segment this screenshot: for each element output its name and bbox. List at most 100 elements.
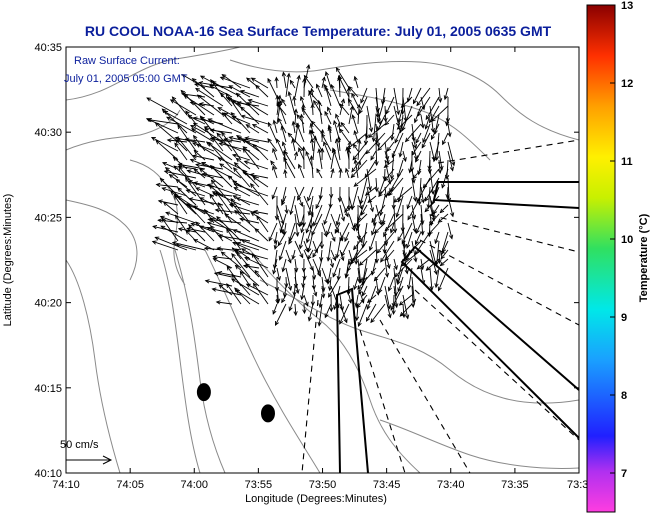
current-vector-head <box>378 288 383 294</box>
current-vector-head <box>159 177 165 183</box>
current-vector-head <box>217 107 223 112</box>
current-vector-head <box>240 248 246 253</box>
current-vector-head <box>235 135 241 140</box>
current-vector <box>413 87 422 104</box>
current-vector <box>202 173 224 179</box>
current-vector <box>216 216 242 242</box>
current-vector <box>411 285 414 307</box>
current-vector-head <box>439 165 444 171</box>
y-axis-label: Latitude (Degrees:Minutes) <box>2 194 14 327</box>
current-vector-head <box>155 139 161 145</box>
current-vector-head <box>357 139 362 144</box>
current-vector-head <box>386 191 392 196</box>
current-vector <box>394 123 404 143</box>
current-vector <box>212 137 242 152</box>
current-vector-head <box>313 221 318 227</box>
current-vector <box>330 168 334 179</box>
current-vector <box>163 201 179 215</box>
current-vector-head <box>450 212 455 218</box>
current-vector-head <box>360 210 365 216</box>
current-vector-head <box>210 225 215 230</box>
current-vector-head <box>390 305 395 311</box>
current-vector-head <box>340 98 346 104</box>
current-vector <box>220 92 233 107</box>
contour-inland <box>65 259 121 474</box>
current-vector <box>155 122 179 143</box>
current-vector-head <box>283 150 289 156</box>
current-vector <box>186 203 206 224</box>
current-vector <box>378 177 395 197</box>
current-vector-head <box>163 110 169 115</box>
current-vector-head <box>235 197 241 202</box>
current-vector-head <box>329 307 334 313</box>
current-vector-head <box>217 157 223 162</box>
current-vector <box>420 267 425 285</box>
current-vector-head <box>162 162 167 166</box>
current-vector <box>442 240 449 253</box>
current-vector-head <box>391 310 396 316</box>
current-vector-head <box>347 98 352 104</box>
current-vector <box>366 303 377 322</box>
current-vector-head <box>440 254 445 260</box>
y-axis: 40:10 40:15 40:20 40:25 40:30 40:35 <box>34 42 579 480</box>
current-vector <box>275 303 287 326</box>
current-vector <box>431 123 440 140</box>
current-vector <box>357 258 362 283</box>
current-vector-head <box>309 212 314 218</box>
current-vector <box>388 276 395 291</box>
current-vector <box>175 215 188 233</box>
contour-north <box>65 46 241 101</box>
current-vector <box>353 168 377 187</box>
current-vector <box>289 80 296 89</box>
current-vector-head <box>324 110 329 116</box>
current-vector-head <box>275 321 279 326</box>
current-vector-head <box>312 253 317 258</box>
current-vector-head <box>235 157 241 163</box>
current-vector-head <box>324 71 329 77</box>
current-vector-head <box>165 211 171 216</box>
current-vector <box>251 77 269 89</box>
current-vector-head <box>226 228 231 234</box>
current-vector-head <box>284 209 289 215</box>
current-vector-head <box>360 98 365 104</box>
current-vector <box>236 242 260 251</box>
current-vector-head <box>315 204 320 210</box>
current-vector-head <box>203 246 209 251</box>
current-vector-head <box>198 81 204 86</box>
current-vector-head <box>191 78 197 83</box>
colorbar-tick-label: 10 <box>621 234 633 246</box>
current-vector <box>411 213 416 233</box>
current-vector <box>292 249 296 260</box>
current-vector <box>316 84 323 98</box>
current-vector-head <box>234 209 239 215</box>
current-vector-head <box>274 76 279 82</box>
plot-area: Raw Surface Current: July 01, 2005 05:00… <box>60 46 580 474</box>
current-vector-head <box>326 230 331 236</box>
contour-shelf-1 <box>174 249 226 474</box>
current-vector <box>420 114 424 128</box>
current-vector-head <box>302 275 307 281</box>
current-vector <box>275 77 278 89</box>
current-vector-head <box>228 203 234 208</box>
current-vector-head <box>209 164 215 170</box>
current-vector-head <box>416 198 421 204</box>
current-vector <box>183 94 215 116</box>
current-vector-head <box>293 283 299 289</box>
current-vector <box>344 231 350 242</box>
current-vector <box>321 276 325 292</box>
current-vector <box>360 204 368 216</box>
current-vector-head <box>281 267 286 273</box>
current-vector <box>442 132 449 145</box>
current-vector-head <box>431 117 436 122</box>
current-vector <box>193 155 215 161</box>
current-vector <box>429 213 440 226</box>
current-vector <box>425 114 431 129</box>
current-vector <box>446 114 449 126</box>
current-vector <box>310 156 314 179</box>
current-vector-head <box>284 283 289 288</box>
current-vector <box>400 249 422 267</box>
current-vector <box>193 239 215 251</box>
current-vector <box>424 177 440 202</box>
current-vector <box>254 270 269 287</box>
y-tick-label: 40:25 <box>34 212 62 224</box>
